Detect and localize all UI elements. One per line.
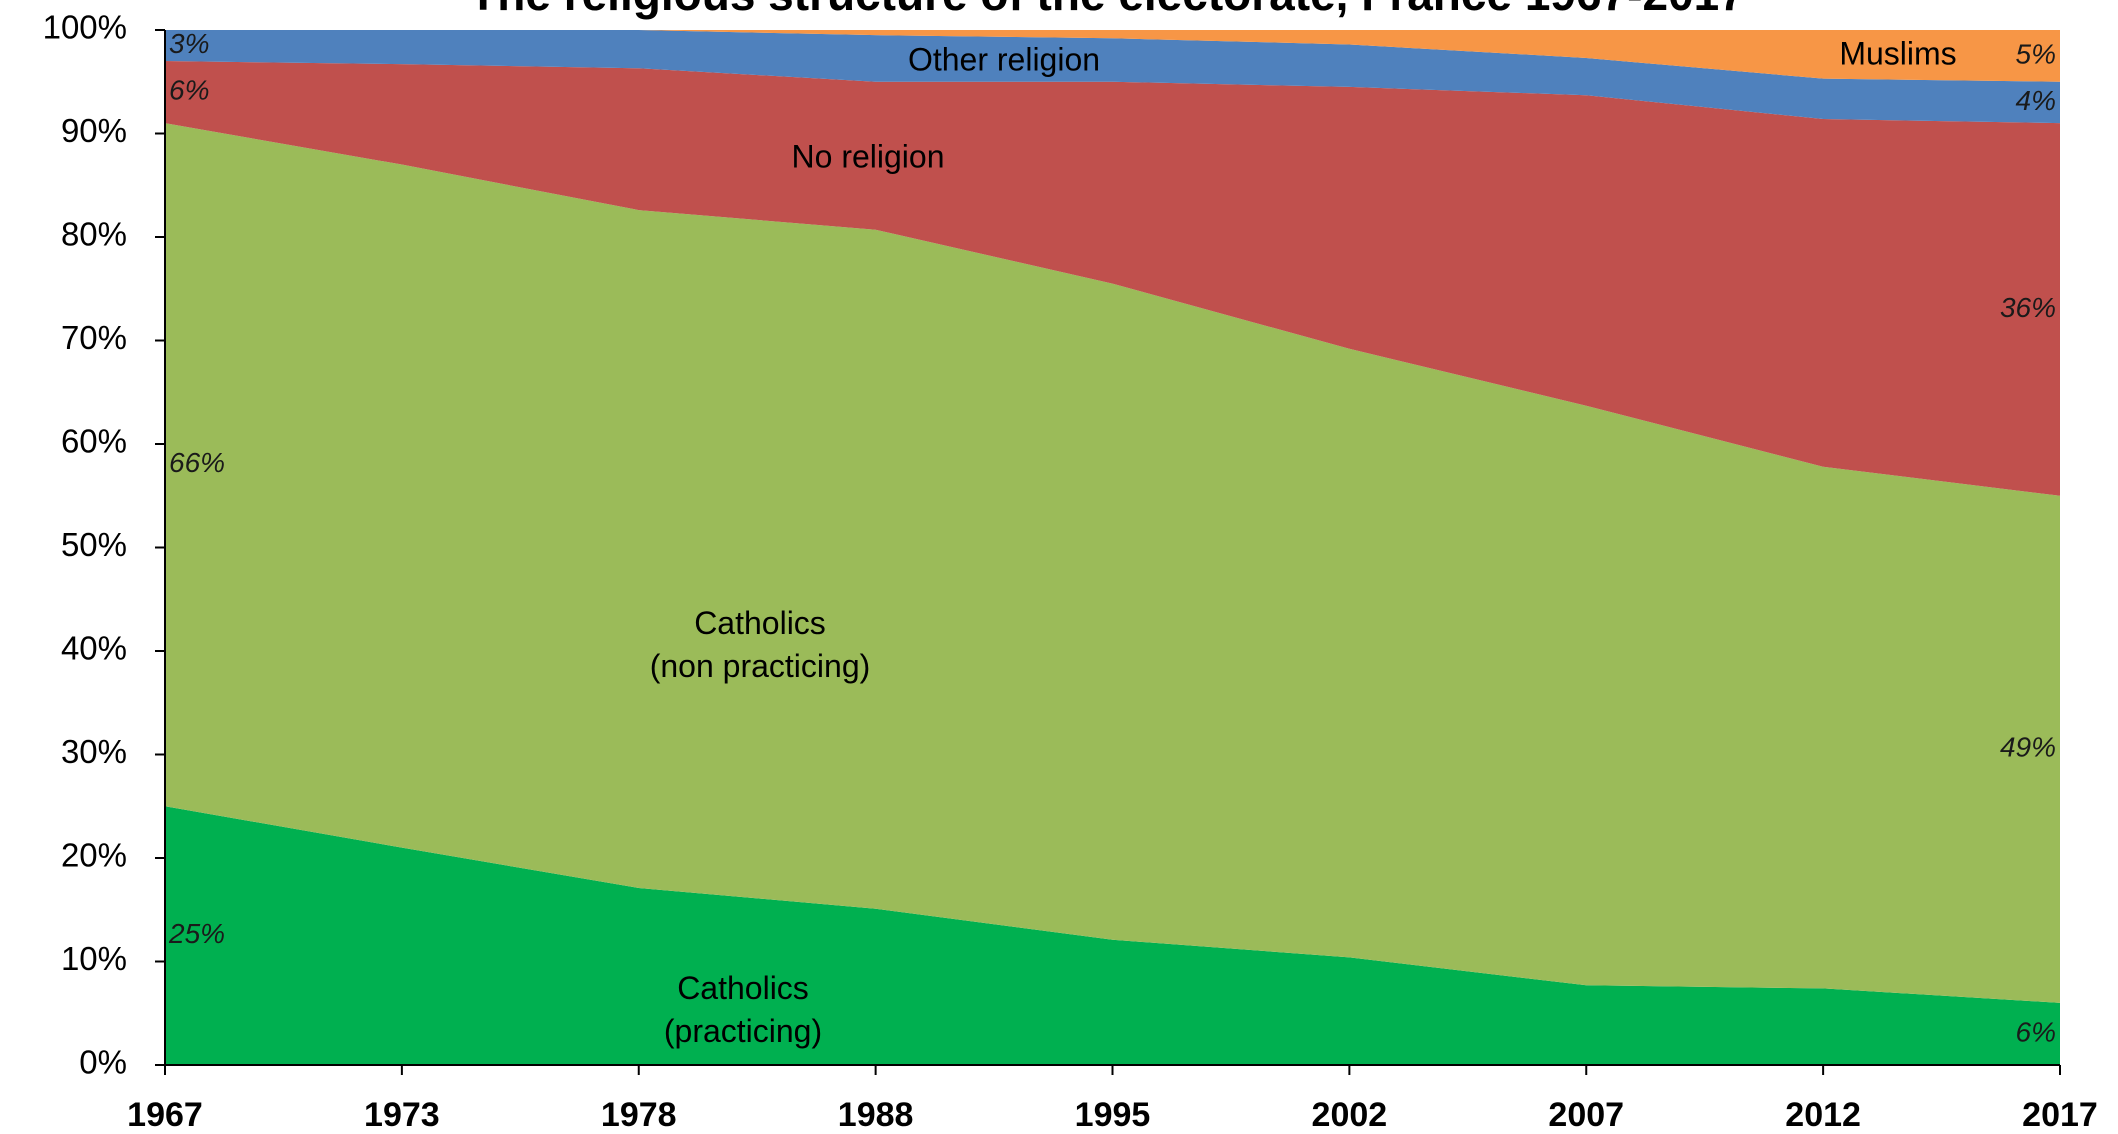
area — [165, 806, 2060, 1065]
y-tick-label: 40% — [61, 630, 127, 667]
series-label: No religion — [791, 138, 945, 175]
value-label: 66% — [169, 447, 225, 478]
value-label: 25% — [168, 918, 225, 949]
area — [165, 30, 2060, 124]
area — [165, 61, 2060, 496]
x-tick-label: 2007 — [1548, 1096, 1624, 1134]
area — [165, 30, 2060, 82]
series-label: Other religion — [907, 41, 1101, 78]
y-tick-label: 10% — [61, 940, 127, 977]
y-tick-label: 80% — [61, 216, 127, 253]
x-tick-label: 1978 — [601, 1096, 677, 1134]
value-label: 4% — [2016, 85, 2056, 116]
y-tick-label: 50% — [61, 526, 127, 563]
value-label: 5% — [2016, 38, 2056, 69]
y-tick-label: 100% — [43, 9, 127, 46]
value-label: 6% — [2016, 1016, 2056, 1047]
y-tick-label: 70% — [61, 319, 127, 356]
y-tick-label: 30% — [61, 733, 127, 770]
series-label: Muslims — [1839, 35, 1957, 72]
value-label: 36% — [2000, 292, 2056, 323]
value-label: 49% — [2000, 732, 2056, 763]
series-label: Catholics (practicing) — [663, 969, 823, 1049]
x-tick-label: 1973 — [364, 1096, 440, 1134]
x-tick-label: 2012 — [1785, 1096, 1861, 1134]
series-label: Catholics (non practicing) — [649, 604, 871, 684]
value-label: 3% — [169, 28, 209, 59]
y-tick-label: 60% — [61, 423, 127, 460]
x-tick-label: 2017 — [2022, 1096, 2098, 1134]
y-tick-label: 0% — [79, 1044, 127, 1081]
chart-title: The religious structure of the electorat… — [469, 0, 1745, 20]
y-tick-label: 20% — [61, 837, 127, 874]
x-tick-label: 1988 — [838, 1096, 914, 1134]
y-tick-label: 90% — [61, 112, 127, 149]
value-label: 6% — [169, 74, 209, 105]
x-tick-label: 2002 — [1312, 1096, 1388, 1134]
x-tick-label: 1967 — [127, 1096, 203, 1134]
x-tick-label: 1995 — [1075, 1096, 1151, 1134]
area — [165, 123, 2060, 1003]
